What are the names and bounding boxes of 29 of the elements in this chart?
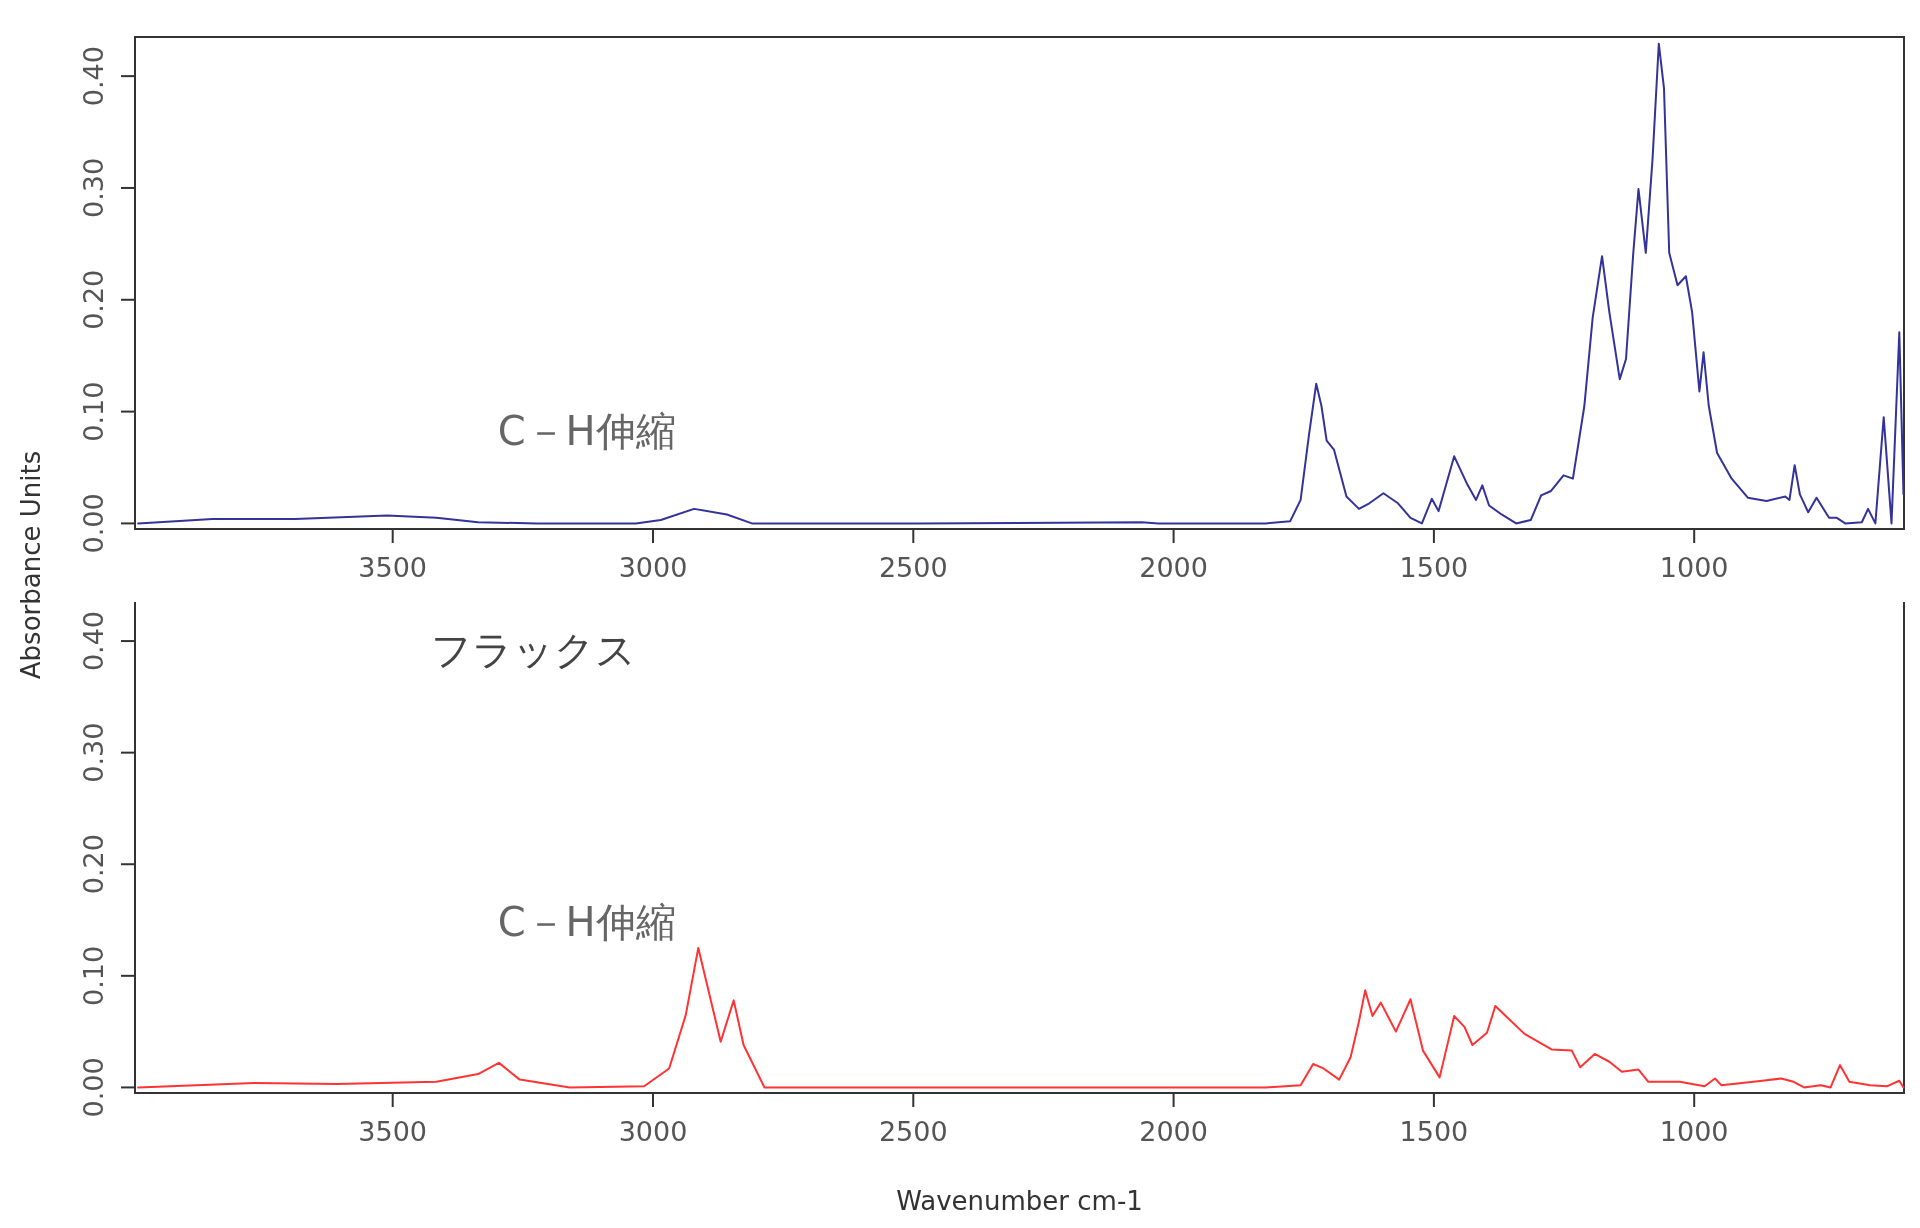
x-tick-label: 1000 bbox=[1659, 1116, 1729, 1147]
y-tick-label: 0.10 bbox=[78, 945, 109, 1006]
x-axis-title: Wavenumber cm-1 bbox=[896, 1186, 1143, 1216]
y-tick-label: 0.00 bbox=[78, 1057, 109, 1118]
y-tick-label: 0.20 bbox=[78, 834, 109, 895]
x-tick-label: 2500 bbox=[878, 1116, 948, 1147]
line-series bbox=[137, 946, 1905, 1089]
x-tick-label: 1500 bbox=[1399, 1116, 1469, 1147]
y-tick-label: 0.20 bbox=[78, 269, 109, 330]
annotation: C－H伸縮 bbox=[497, 898, 676, 945]
x-tick-label: 3000 bbox=[618, 1116, 688, 1147]
x-tick-label: 1000 bbox=[1659, 552, 1729, 583]
x-tick-label: 2500 bbox=[878, 552, 948, 583]
text: フラックス bbox=[430, 627, 636, 673]
x-tick-label: 3000 bbox=[618, 552, 688, 583]
x-tick-label: 1500 bbox=[1399, 552, 1469, 583]
y-axis-title: Absorbance Units bbox=[16, 450, 46, 680]
y-tick-label: 0.30 bbox=[78, 722, 109, 783]
y-tick-label: 0.10 bbox=[78, 381, 109, 442]
annotation: C－H伸縮 bbox=[497, 408, 676, 455]
x-tick-label: 2000 bbox=[1139, 1116, 1208, 1147]
y-tick-label: 0.30 bbox=[78, 157, 109, 219]
line-series bbox=[137, 42, 1905, 525]
x-tick-label: 3500 bbox=[358, 552, 428, 583]
y-tick-label: 0.40 bbox=[78, 610, 109, 672]
y-tick-label: 0.40 bbox=[78, 46, 109, 107]
y-tick-label: 0.00 bbox=[78, 493, 109, 554]
x-tick-label: 2000 bbox=[1139, 552, 1208, 583]
x-tick-label: 3500 bbox=[358, 1116, 428, 1147]
